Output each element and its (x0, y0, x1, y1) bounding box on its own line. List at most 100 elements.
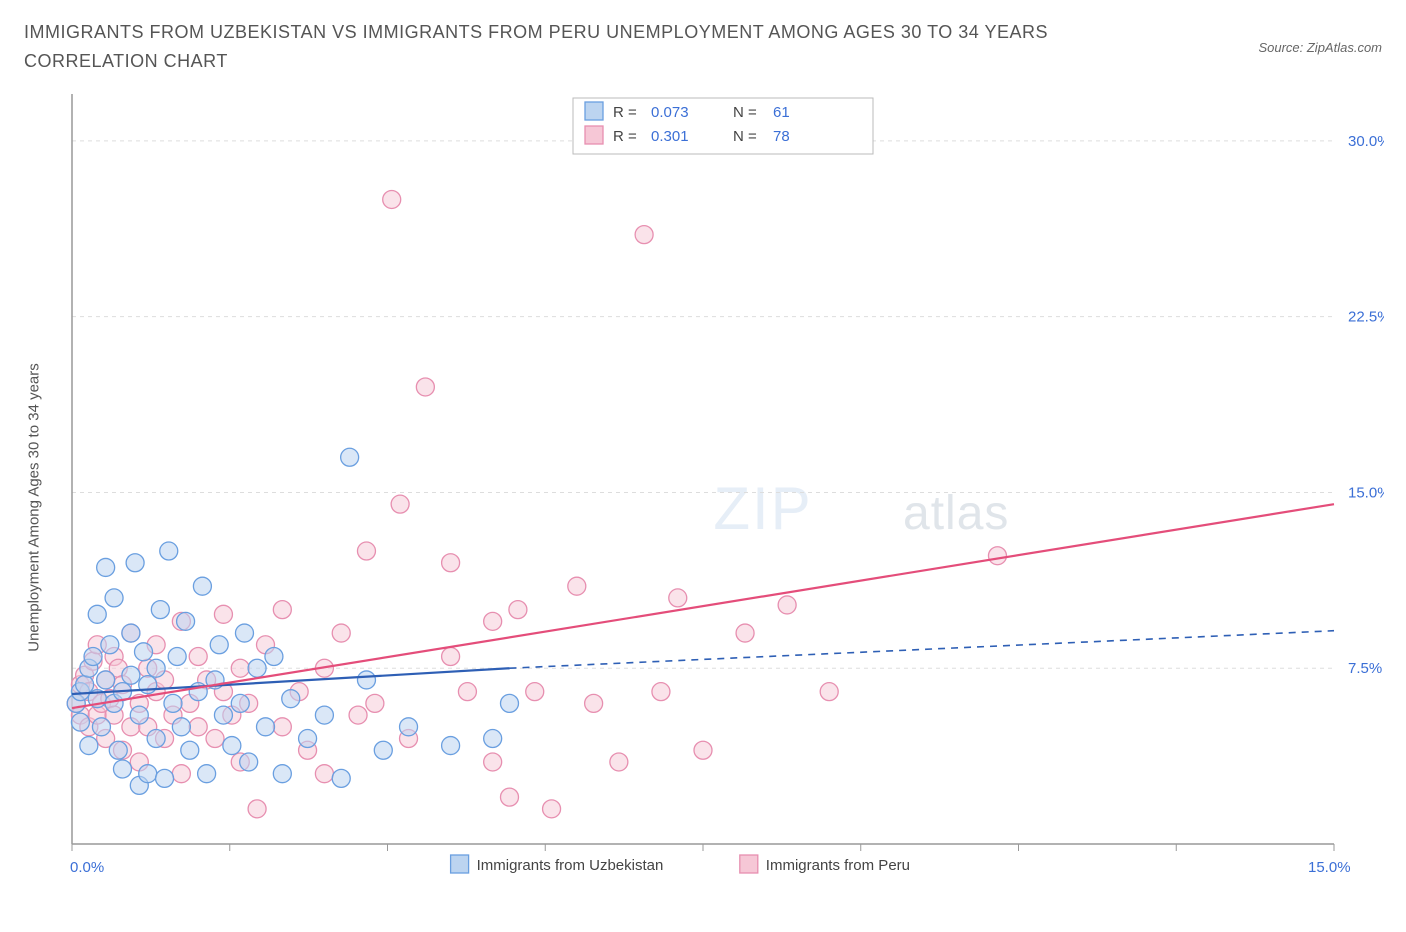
scatter-point-uzbekistan (164, 694, 182, 712)
scatter-point-peru (383, 190, 401, 208)
x-origin-label: 0.0% (70, 859, 104, 876)
scatter-point-peru (500, 788, 518, 806)
scatter-point-uzbekistan (442, 736, 460, 754)
scatter-point-uzbekistan (235, 624, 253, 642)
scatter-point-uzbekistan (177, 612, 195, 630)
scatter-point-uzbekistan (357, 671, 375, 689)
y-tick-label: 7.5% (1348, 660, 1382, 677)
legend-n-label: N = (733, 104, 757, 121)
legend-swatch (585, 102, 603, 120)
scatter-point-uzbekistan (273, 764, 291, 782)
source-label: Source: ZipAtlas.com (1258, 40, 1382, 55)
trend-line-uzbekistan-extrapolated (509, 630, 1334, 668)
scatter-point-peru (231, 659, 249, 677)
legend-n-label: N = (733, 128, 757, 145)
scatter-point-peru (442, 553, 460, 571)
scatter-point-uzbekistan (71, 713, 89, 731)
scatter-point-uzbekistan (92, 717, 110, 735)
scatter-chart: ZIPatlas7.5%15.0%22.5%30.0%0.0%15.0%R =0… (24, 84, 1384, 914)
bottom-legend-label: Immigrants from Peru (766, 857, 910, 874)
scatter-point-peru (509, 600, 527, 618)
scatter-point-uzbekistan (332, 769, 350, 787)
bottom-legend-label: Immigrants from Uzbekistan (477, 857, 664, 874)
y-tick-label: 30.0% (1348, 132, 1384, 149)
scatter-point-uzbekistan (214, 706, 232, 724)
scatter-point-peru (610, 753, 628, 771)
scatter-point-peru (585, 694, 603, 712)
scatter-point-uzbekistan (97, 671, 115, 689)
legend-r-label: R = (613, 104, 637, 121)
scatter-point-uzbekistan (223, 736, 241, 754)
chart-title: IMMIGRANTS FROM UZBEKISTAN VS IMMIGRANTS… (24, 18, 1124, 76)
scatter-point-uzbekistan (147, 659, 165, 677)
scatter-point-peru (273, 600, 291, 618)
scatter-point-uzbekistan (156, 769, 174, 787)
scatter-point-uzbekistan (299, 729, 317, 747)
y-axis-label: Unemployment Among Ages 30 to 34 years (26, 363, 43, 652)
scatter-point-peru (484, 612, 502, 630)
scatter-point-uzbekistan (265, 647, 283, 665)
scatter-point-peru (635, 225, 653, 243)
scatter-point-uzbekistan (315, 706, 333, 724)
scatter-point-peru (391, 495, 409, 513)
scatter-point-uzbekistan (126, 553, 144, 571)
scatter-point-uzbekistan (97, 558, 115, 576)
chart-area: Unemployment Among Ages 30 to 34 years Z… (24, 84, 1382, 914)
scatter-point-uzbekistan (341, 448, 359, 466)
scatter-point-peru (189, 717, 207, 735)
y-tick-label: 15.0% (1348, 484, 1384, 501)
scatter-point-peru (273, 717, 291, 735)
bottom-legend-swatch (451, 855, 469, 873)
scatter-point-uzbekistan (135, 642, 153, 660)
header-row: IMMIGRANTS FROM UZBEKISTAN VS IMMIGRANTS… (24, 18, 1382, 76)
scatter-point-uzbekistan (374, 741, 392, 759)
scatter-point-uzbekistan (84, 647, 102, 665)
watermark: ZIP (713, 475, 812, 542)
scatter-point-peru (416, 378, 434, 396)
scatter-point-peru (736, 624, 754, 642)
y-tick-label: 22.5% (1348, 308, 1384, 325)
scatter-point-uzbekistan (130, 706, 148, 724)
scatter-point-peru (315, 764, 333, 782)
scatter-point-uzbekistan (240, 753, 258, 771)
scatter-point-peru (366, 694, 384, 712)
scatter-point-uzbekistan (139, 764, 157, 782)
scatter-point-peru (694, 741, 712, 759)
scatter-point-uzbekistan (500, 694, 518, 712)
scatter-point-peru (543, 799, 561, 817)
scatter-point-uzbekistan (147, 729, 165, 747)
scatter-point-uzbekistan (193, 577, 211, 595)
scatter-point-peru (357, 542, 375, 560)
scatter-point-uzbekistan (80, 736, 98, 754)
scatter-point-uzbekistan (400, 717, 418, 735)
scatter-point-peru (778, 596, 796, 614)
legend-n-value: 61 (773, 104, 790, 121)
scatter-point-uzbekistan (257, 717, 275, 735)
scatter-point-peru (332, 624, 350, 642)
scatter-point-uzbekistan (168, 647, 186, 665)
legend-r-value: 0.073 (651, 104, 689, 121)
scatter-point-uzbekistan (484, 729, 502, 747)
scatter-point-peru (988, 546, 1006, 564)
watermark: atlas (903, 487, 1009, 540)
scatter-point-uzbekistan (231, 694, 249, 712)
scatter-point-peru (189, 647, 207, 665)
trend-line-peru (72, 504, 1334, 708)
legend-r-label: R = (613, 128, 637, 145)
scatter-point-peru (458, 682, 476, 700)
scatter-point-uzbekistan (151, 600, 169, 618)
scatter-point-uzbekistan (101, 635, 119, 653)
legend-r-value: 0.301 (651, 128, 689, 145)
scatter-point-uzbekistan (88, 605, 106, 623)
scatter-point-uzbekistan (160, 542, 178, 560)
scatter-point-peru (484, 753, 502, 771)
scatter-point-uzbekistan (181, 741, 199, 759)
scatter-point-uzbekistan (113, 760, 131, 778)
scatter-point-uzbekistan (282, 689, 300, 707)
scatter-point-peru (214, 605, 232, 623)
legend-n-value: 78 (773, 128, 790, 145)
scatter-point-uzbekistan (198, 764, 216, 782)
legend-swatch (585, 126, 603, 144)
scatter-point-peru (568, 577, 586, 595)
scatter-point-uzbekistan (122, 666, 140, 684)
